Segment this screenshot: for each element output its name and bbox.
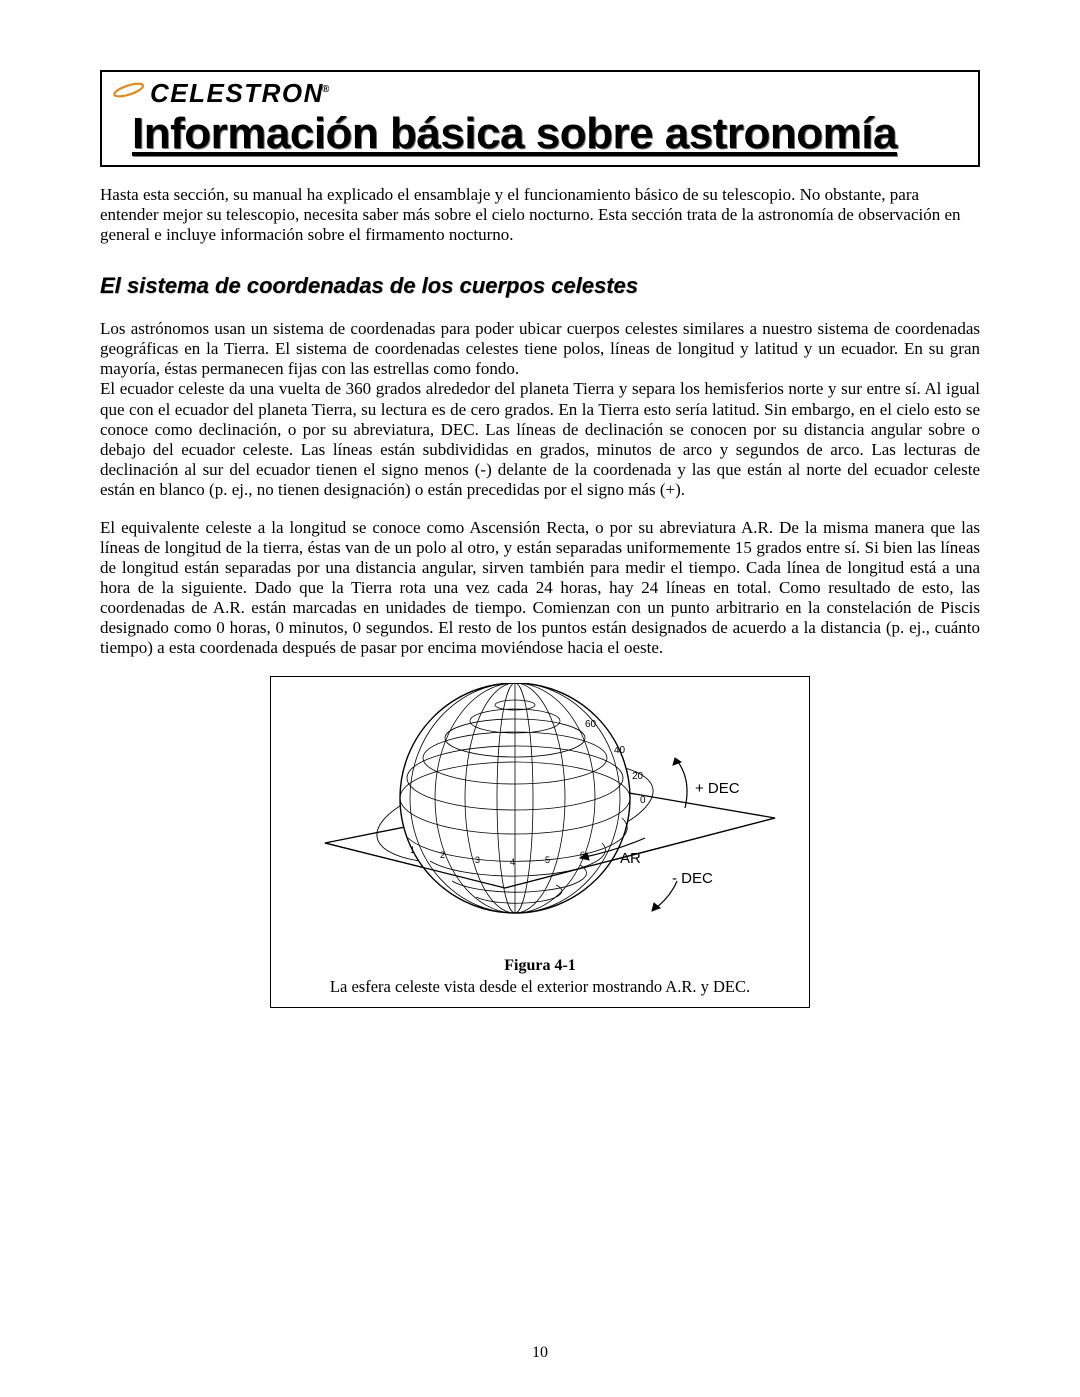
- svg-text:3: 3: [475, 855, 480, 865]
- svg-text:4: 4: [510, 857, 515, 867]
- header-banner: CELESTRON® Información básica sobre astr…: [100, 70, 980, 167]
- svg-text:2: 2: [440, 850, 445, 860]
- body-paragraph-3: El equivalente celeste a la longitud se …: [100, 518, 980, 658]
- figure-4-1: 1 2 3 4 5 6 + DEC - DEC: [270, 676, 810, 1008]
- label-minus-dec: - DEC: [672, 870, 713, 887]
- label-20: 20: [632, 771, 644, 782]
- svg-text:1: 1: [410, 845, 415, 855]
- label-40: 40: [614, 745, 626, 756]
- logo-brand-text: CELESTRON®: [150, 78, 331, 109]
- svg-text:5: 5: [545, 855, 550, 865]
- figure-label: Figura 4-1: [279, 957, 801, 975]
- label-60: 60: [585, 719, 597, 730]
- intro-paragraph: Hasta esta sección, su manual ha explica…: [100, 185, 980, 245]
- section-heading-coords: El sistema de coordenadas de los cuerpos…: [100, 273, 980, 299]
- page-number: 10: [532, 1344, 548, 1362]
- figure-caption: La esfera celeste vista desde el exterio…: [279, 977, 801, 997]
- label-0: 0: [640, 795, 646, 806]
- banner-title: Información básica sobre astronomía: [112, 111, 968, 157]
- body-paragraph-1: Los astrónomos usan un sistema de coorde…: [100, 319, 980, 379]
- label-plus-dec: + DEC: [695, 780, 740, 797]
- celestial-sphere-diagram: 1 2 3 4 5 6 + DEC - DEC: [279, 683, 801, 953]
- body-paragraph-2: El ecuador celeste da una vuelta de 360 …: [100, 379, 980, 499]
- celestron-logo-icon: [112, 78, 146, 109]
- logo-row: CELESTRON®: [112, 78, 968, 109]
- label-ar: AR: [620, 850, 641, 867]
